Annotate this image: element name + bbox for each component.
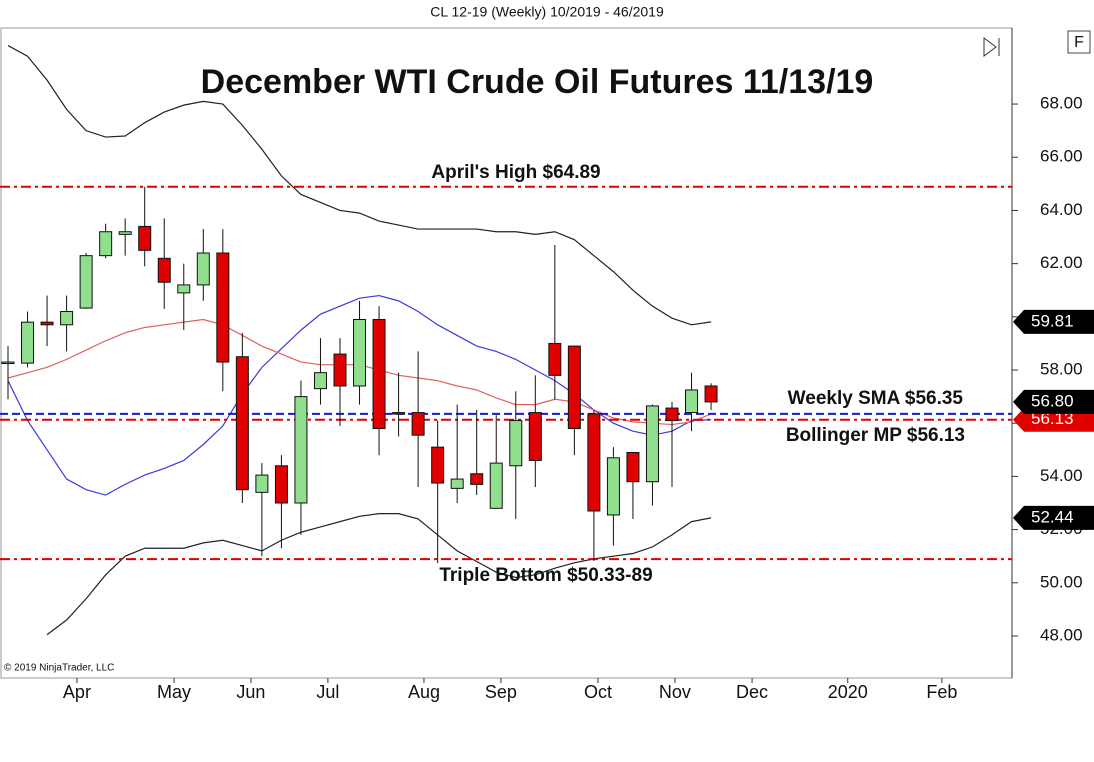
price-marker-label: 52.44 [1031, 507, 1074, 526]
price-marker-label: 56.80 [1031, 391, 1074, 410]
candle-body [431, 446, 445, 484]
price-marker [1013, 309, 1094, 334]
y-tick-label: 48.00 [1040, 625, 1083, 644]
price-marker [1013, 389, 1094, 414]
candle-body [606, 457, 620, 516]
indicator-line [46, 513, 712, 636]
candle-body [372, 318, 386, 430]
candle-body [645, 405, 659, 483]
candle-body [489, 462, 503, 509]
y-tick-label: 58.00 [1040, 360, 1083, 379]
candle-body [294, 396, 308, 504]
candle-body [353, 318, 367, 387]
candle-body [685, 389, 699, 414]
y-tick-label: 66.00 [1040, 147, 1083, 166]
candle-body [470, 473, 484, 485]
candle-body [411, 412, 425, 436]
play-icon [983, 37, 997, 57]
candle-body [567, 345, 581, 430]
candle-body [450, 478, 464, 489]
candle-body [157, 257, 171, 283]
y-tick-label: 50.00 [1040, 572, 1083, 591]
f-button-label: F [1074, 34, 1084, 51]
level-label: April's High $64.89 [431, 162, 600, 183]
x-tick-label: Dec [736, 682, 768, 702]
candle-body [21, 321, 35, 364]
candle-body [60, 311, 74, 326]
x-tick-label: Aug [408, 682, 440, 702]
y-tick-label: 62.00 [1040, 253, 1083, 272]
candle-body [528, 412, 542, 461]
candle-body [587, 413, 601, 512]
level-label: Weekly SMA $56.35 [788, 388, 964, 409]
candle-body [548, 342, 562, 376]
candle-body [40, 321, 54, 326]
candle-body [1, 361, 15, 365]
price-marker-label: 56.13 [1031, 409, 1074, 428]
candle-body [665, 407, 679, 422]
price-marker-label: 59.81 [1031, 311, 1074, 330]
x-tick-label: Jun [236, 682, 265, 702]
x-tick-label: 2020 [828, 682, 868, 702]
candle-body [235, 356, 249, 491]
indicator-line [7, 45, 712, 326]
candle-body [138, 225, 152, 251]
candle-body [196, 252, 210, 286]
price-marker [1013, 505, 1094, 530]
candle-body [509, 420, 523, 467]
header: CL 12-19 (Weekly) 10/2019 - 46/2019 [430, 4, 664, 20]
x-tick-label: Sep [485, 682, 517, 702]
y-tick-label: 68.00 [1040, 94, 1083, 113]
x-tick-label: Apr [63, 682, 91, 702]
x-tick-label: Nov [659, 682, 691, 702]
f-button[interactable] [1067, 30, 1091, 54]
x-tick-label: Feb [926, 682, 957, 702]
plot [0, 45, 1012, 636]
candle-body [79, 255, 93, 309]
copyright: © 2019 NinjaTrader, LLC [4, 663, 114, 674]
candle-body [216, 252, 230, 363]
level-label: Bollinger MP $56.13 [786, 425, 965, 446]
candle-body [255, 474, 269, 493]
x-tick-label: Jul [316, 682, 339, 702]
candle-body [704, 385, 718, 403]
x-tick-label: May [157, 682, 191, 702]
scroll-icon[interactable] [983, 37, 1000, 57]
x-tick-label: Oct [584, 682, 612, 702]
y-tick-label: 54.00 [1040, 466, 1083, 485]
candle-body [333, 353, 347, 387]
candle-body [274, 465, 288, 504]
candle-body [626, 451, 640, 483]
y-tick-label: 64.00 [1040, 200, 1083, 219]
candle-body [118, 231, 132, 235]
candle-body [313, 372, 327, 390]
chart-title: December WTI Crude Oil Futures 11/13/19 [201, 63, 874, 101]
candle-body [177, 284, 191, 294]
candle-body [392, 412, 406, 415]
level-label: Triple Bottom $50.33-89 [439, 565, 652, 586]
candle-body [99, 231, 113, 257]
